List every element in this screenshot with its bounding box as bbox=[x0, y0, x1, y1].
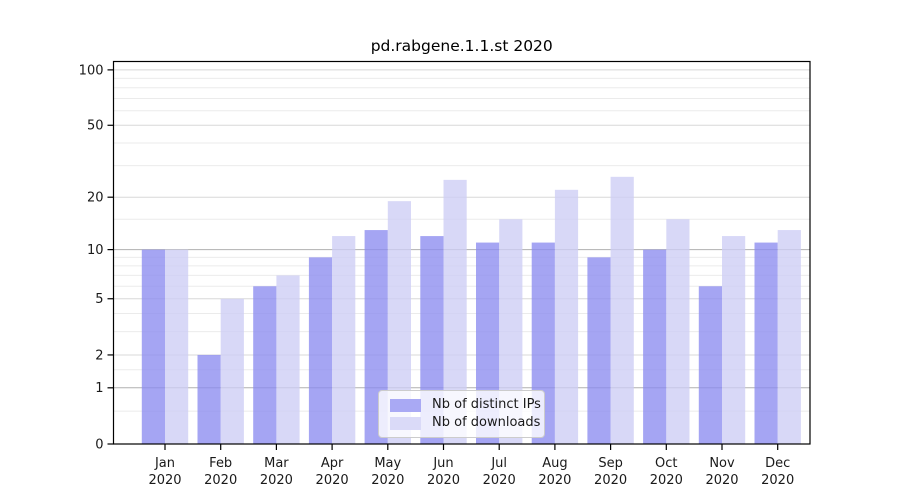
x-tick-label-month: Oct bbox=[655, 456, 677, 471]
bar-downloads bbox=[220, 298, 244, 444]
x-tick-label-month: Nov bbox=[709, 456, 735, 471]
x-tick-label-year: 2020 bbox=[594, 473, 627, 488]
legend: Nb of distinct IPs Nb of downloads bbox=[378, 390, 545, 438]
chart-title: pd.rabgene.1.1.st 2020 bbox=[371, 37, 553, 55]
x-tick-label-year: 2020 bbox=[260, 473, 293, 488]
bar-downloads bbox=[276, 275, 300, 444]
bar-distinct-ips bbox=[754, 242, 778, 444]
y-tick-label: 0 bbox=[95, 437, 103, 452]
bar-distinct-ips bbox=[308, 257, 333, 444]
x-tick-label-year: 2020 bbox=[316, 473, 349, 488]
x-tick-label-month: Jun bbox=[432, 456, 453, 471]
bar-distinct-ips bbox=[141, 249, 165, 444]
y-tick-label: 2 bbox=[95, 348, 103, 363]
bar-downloads bbox=[387, 201, 411, 444]
x-tick-label-month: Apr bbox=[321, 456, 344, 471]
x-tick-label-year: 2020 bbox=[148, 473, 181, 488]
bar-downloads bbox=[610, 176, 634, 445]
bar-downloads bbox=[165, 249, 189, 444]
bar-distinct-ips bbox=[197, 354, 221, 444]
x-tick-label-year: 2020 bbox=[538, 473, 571, 488]
bar-downloads bbox=[332, 236, 356, 444]
y-tick-label: 100 bbox=[79, 63, 104, 78]
x-tick-label-month: Mar bbox=[264, 456, 289, 471]
bar-downloads bbox=[443, 179, 467, 445]
x-tick-label-month: Jan bbox=[154, 456, 175, 471]
x-tick-label-month: Jul bbox=[490, 456, 507, 471]
x-tick-label-year: 2020 bbox=[204, 473, 237, 488]
x-tick-label-year: 2020 bbox=[483, 473, 516, 488]
legend-entry-distinct-ips: Nb of distinct IPs bbox=[390, 397, 541, 413]
legend-swatch-downloads bbox=[390, 416, 421, 430]
x-tick-label-month: Feb bbox=[209, 456, 232, 471]
x-tick-label-year: 2020 bbox=[650, 473, 683, 488]
x-tick-label-year: 2020 bbox=[761, 473, 794, 488]
x-tick-label-year: 2020 bbox=[371, 473, 404, 488]
x-tick-label-year: 2020 bbox=[705, 473, 738, 488]
bar-downloads bbox=[722, 236, 746, 444]
bar-distinct-ips bbox=[643, 249, 667, 444]
x-tick-label-month: Aug bbox=[542, 456, 567, 471]
bar-downloads bbox=[777, 230, 801, 444]
y-tick-label: 10 bbox=[87, 243, 104, 258]
y-tick-label: 20 bbox=[87, 191, 104, 206]
plot-border bbox=[112, 60, 811, 445]
bar-distinct-ips bbox=[253, 286, 277, 444]
x-tick-label-month: Sep bbox=[598, 456, 623, 471]
x-tick-label-year: 2020 bbox=[427, 473, 460, 488]
x-tick-label-month: May bbox=[374, 456, 401, 471]
bar-downloads bbox=[499, 219, 523, 444]
x-tick-label-month: Dec bbox=[765, 456, 790, 471]
bar-distinct-ips bbox=[587, 257, 611, 444]
y-tick-label: 50 bbox=[87, 119, 104, 134]
y-tick-label: 5 bbox=[95, 292, 103, 307]
bar-downloads bbox=[666, 219, 690, 444]
legend-label-distinct-ips: Nb of distinct IPs bbox=[432, 397, 541, 412]
y-tick-label: 1 bbox=[95, 381, 103, 396]
legend-entry-downloads: Nb of downloads bbox=[390, 415, 540, 431]
legend-swatch-distinct-ips bbox=[390, 398, 421, 412]
bar-downloads bbox=[554, 189, 579, 444]
legend-label-downloads: Nb of downloads bbox=[432, 415, 541, 430]
bar-distinct-ips bbox=[698, 286, 722, 444]
